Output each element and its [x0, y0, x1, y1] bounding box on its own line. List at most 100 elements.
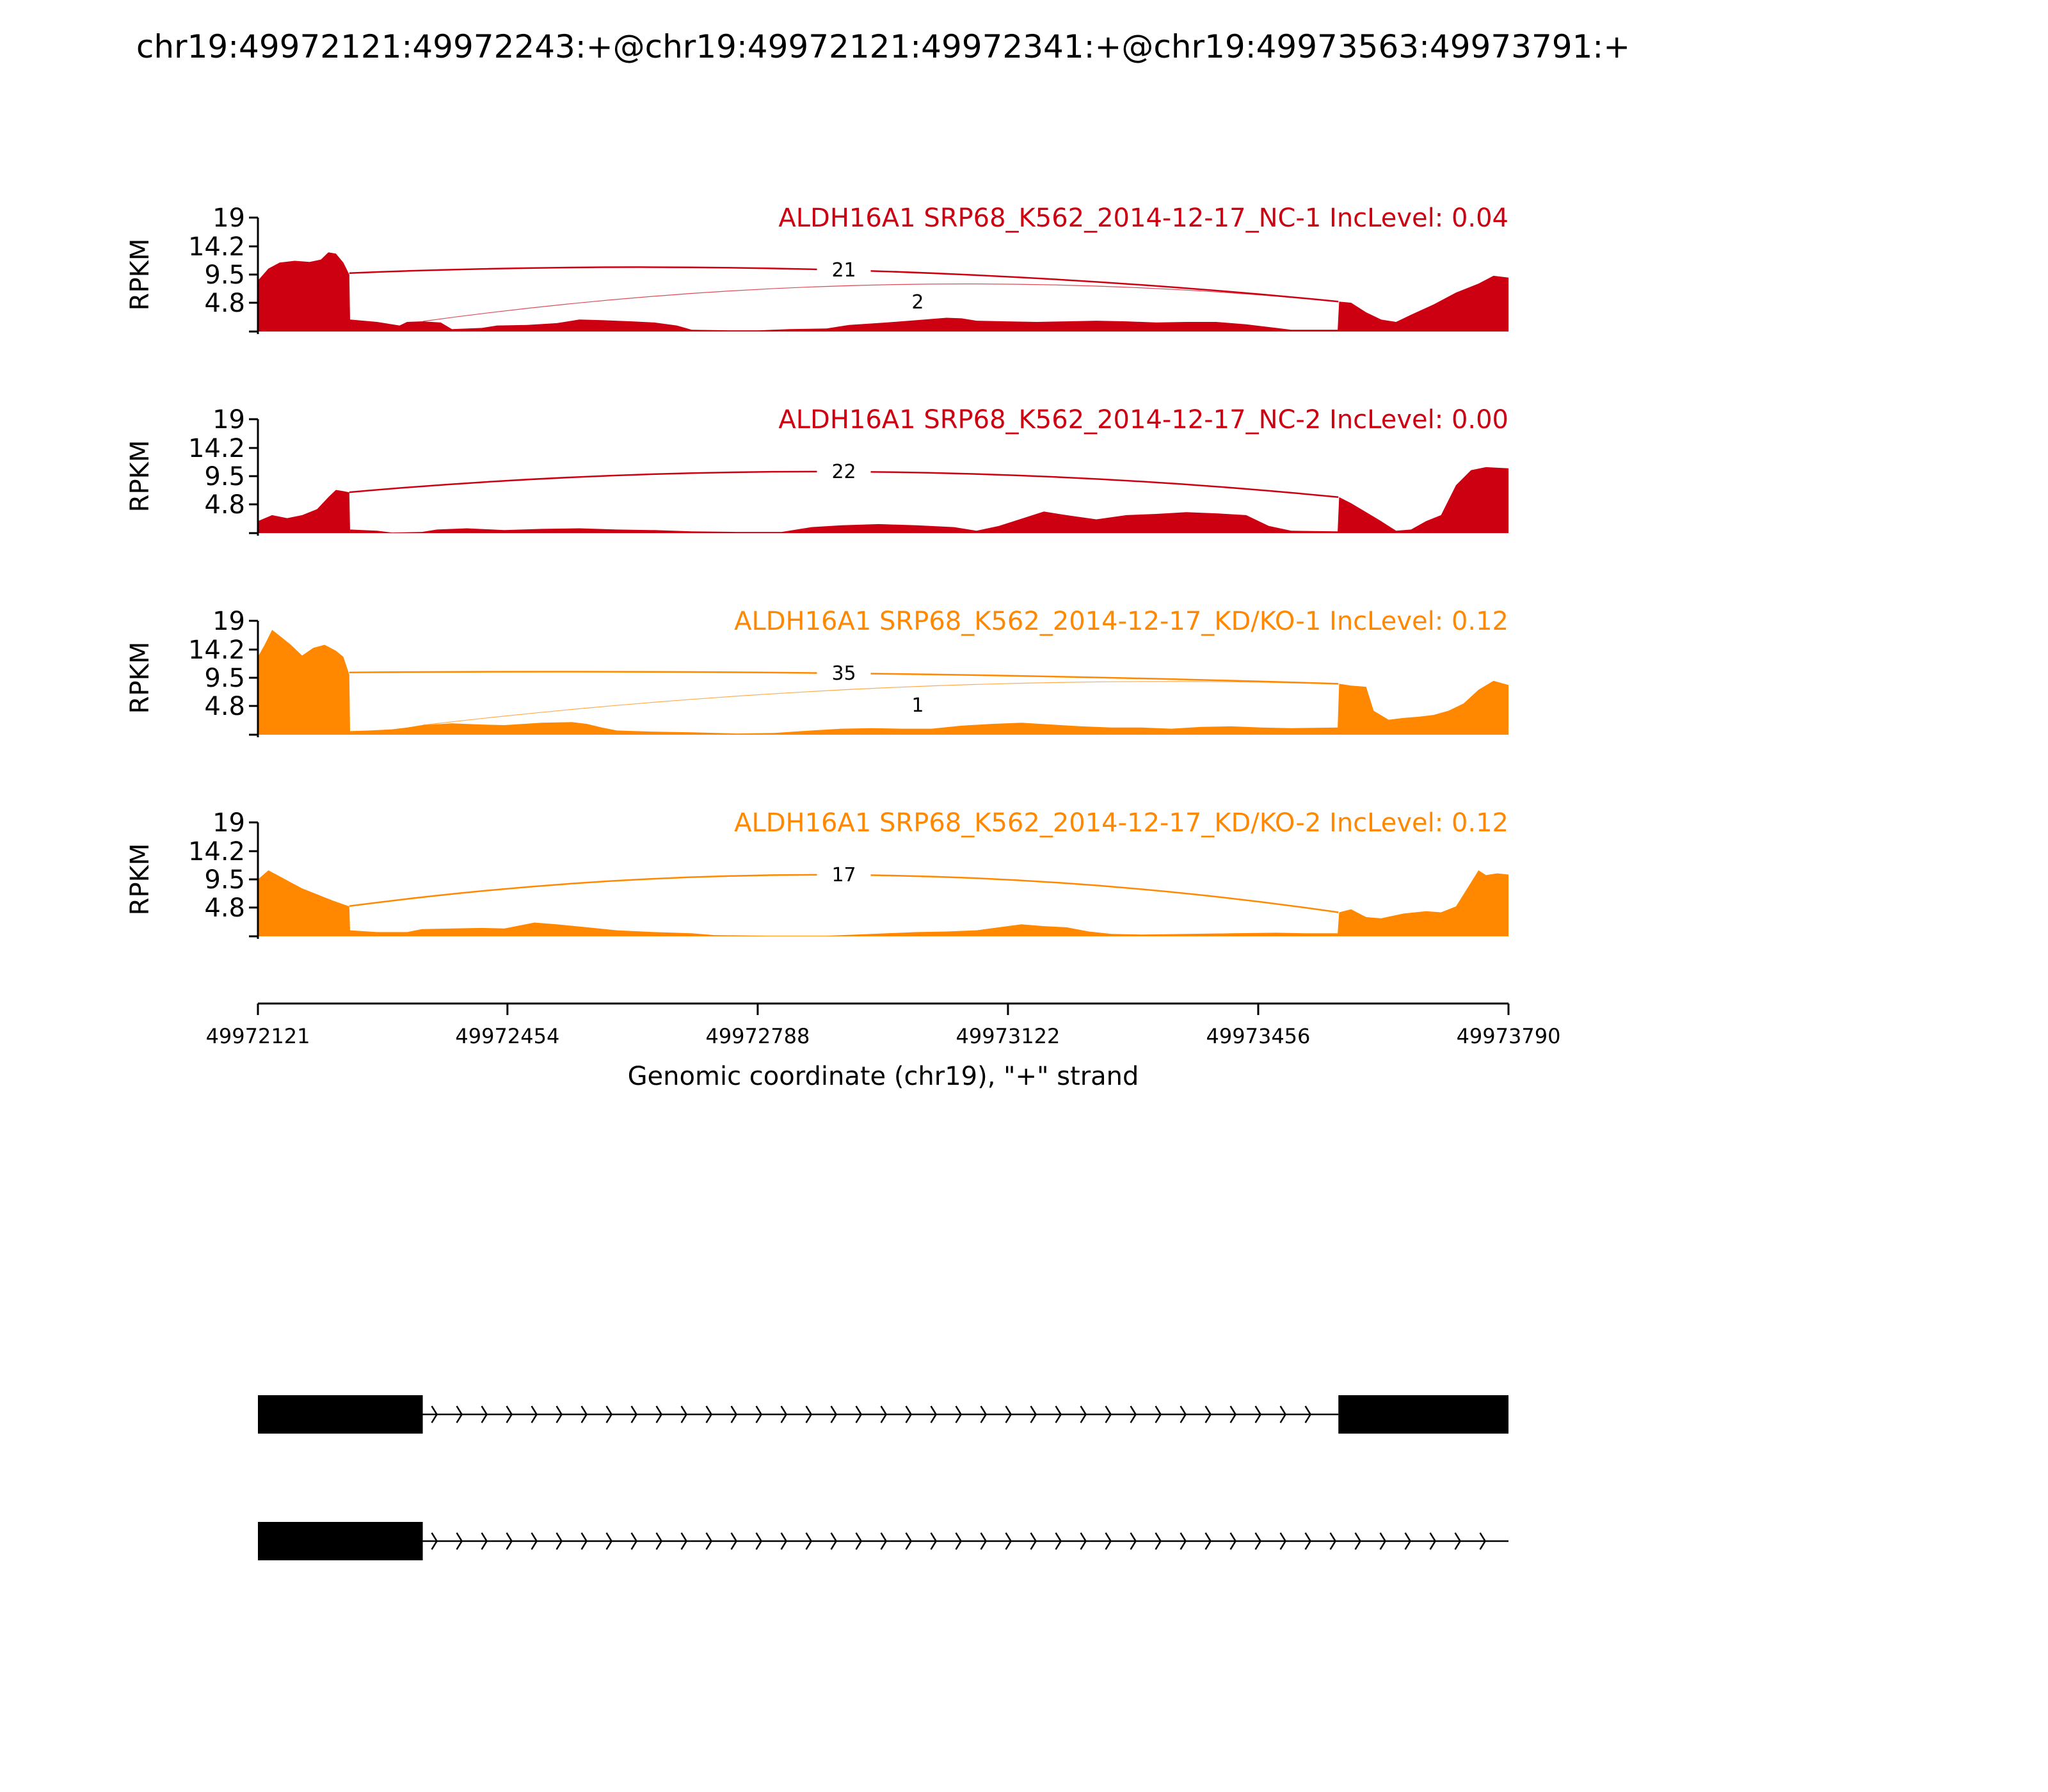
junction-count: 17: [831, 864, 856, 886]
junction-count-bg: [890, 694, 945, 716]
y-axis-label: RPKM: [125, 642, 155, 714]
strand-arrow: [1105, 1532, 1112, 1550]
junction-arc: [422, 681, 1339, 726]
y-tick-label: 4.8: [204, 692, 245, 721]
track-4: 4.89.514.219 RPKM ALDH16A1 SRP68_K562_2014…: [125, 808, 1508, 939]
figure-title: chr19:49972121:49972243:+@chr19:49972121…: [136, 28, 1630, 65]
y-tick-label: 9.5: [204, 462, 245, 492]
junction-count: 1: [911, 694, 924, 717]
junction-count: 21: [831, 259, 856, 282]
strand-arrow: [580, 1532, 588, 1550]
junction-count: 22: [831, 461, 856, 483]
strand-arrow: [605, 1532, 613, 1550]
x-tick-label: 49973122: [956, 1024, 1060, 1048]
strand-arrow: [1479, 1532, 1487, 1550]
coverage-area: [258, 252, 1508, 332]
exon-block: [258, 1395, 423, 1434]
strand-arrow: [880, 1532, 888, 1550]
junction-count-bg: [817, 259, 871, 280]
x-tick-label: 49972788: [705, 1024, 810, 1048]
strand-arrow: [456, 1532, 463, 1550]
strand-arrow: [730, 1405, 738, 1423]
strand-arrow: [855, 1532, 863, 1550]
strand-arrow: [855, 1405, 863, 1423]
strand-arrow: [755, 1532, 763, 1550]
x-tick-label: 49973456: [1206, 1024, 1311, 1048]
strand-arrow: [805, 1405, 813, 1423]
isoform-2: [258, 1522, 1508, 1560]
strand-arrow: [680, 1532, 688, 1550]
strand-arrow: [705, 1532, 713, 1550]
track-2: 4.89.514.219 RPKM ALDH16A1 SRP68_K562_2014…: [125, 405, 1508, 536]
strand-arrow: [456, 1405, 463, 1423]
strand-arrow: [755, 1405, 763, 1423]
strand-arrow: [730, 1532, 738, 1550]
y-axis-label: RPKM: [125, 844, 155, 916]
y-tick-label: 14.2: [188, 636, 245, 665]
y-tick-label: 19: [212, 607, 245, 636]
coverage-area: [258, 630, 1508, 735]
strand-arrow: [630, 1532, 638, 1550]
strand-arrow: [506, 1405, 513, 1423]
y-tick-label: 19: [212, 405, 245, 435]
junction-count-bg: [817, 460, 871, 482]
strand-arrow: [780, 1532, 788, 1550]
strand-arrow: [1354, 1532, 1362, 1550]
junction-count-bg: [890, 291, 945, 312]
coverage-area: [258, 467, 1508, 533]
strand-arrow: [930, 1532, 938, 1550]
strand-arrow: [1055, 1532, 1062, 1550]
strand-arrow: [556, 1532, 563, 1550]
strand-arrow: [1155, 1532, 1162, 1550]
track-3: 4.89.514.219 RPKM ALDH16A1 SRP68_K562_2014…: [125, 607, 1508, 737]
junction-count-bg: [817, 863, 871, 885]
strand-arrow: [930, 1405, 938, 1423]
x-tick-label: 49972121: [206, 1024, 310, 1048]
exon-block: [258, 1522, 423, 1560]
strand-arrow: [1080, 1532, 1087, 1550]
isoform-1: [258, 1395, 1508, 1434]
strand-arrow: [630, 1405, 638, 1423]
junction-count: 2: [911, 291, 924, 314]
strand-arrow: [1204, 1532, 1212, 1550]
y-tick-label: 14.2: [188, 837, 245, 867]
strand-arrow: [980, 1405, 988, 1423]
strand-arrow: [955, 1532, 963, 1550]
y-tick-label: 4.8: [204, 893, 245, 923]
strand-arrow: [1180, 1532, 1187, 1550]
strand-arrow: [1080, 1405, 1087, 1423]
sample-title: ALDH16A1 SRP68_K562_2014-12-17_KD/KO-2 I…: [734, 808, 1508, 838]
strand-arrow: [1404, 1532, 1412, 1550]
strand-arrow: [830, 1405, 838, 1423]
strand-arrow: [1180, 1405, 1187, 1423]
strand-arrow: [955, 1405, 963, 1423]
x-axis: 49972121 49972454 49972788 49973122 49973456…: [206, 1002, 1561, 1091]
strand-arrow: [1429, 1532, 1437, 1550]
y-axis-label: RPKM: [125, 440, 155, 513]
strand-arrow: [705, 1405, 713, 1423]
strand-arrow: [780, 1405, 788, 1423]
strand-arrow: [431, 1532, 438, 1550]
strand-arrow: [1279, 1532, 1287, 1550]
junction-arc: [422, 284, 1339, 322]
y-tick-label: 4.8: [204, 490, 245, 520]
junction-count-bg: [817, 662, 871, 684]
strand-arrow: [1254, 1405, 1262, 1423]
strand-arrow: [1254, 1532, 1262, 1550]
x-tick-label: 49973790: [1457, 1024, 1561, 1048]
strand-arrow: [1155, 1405, 1162, 1423]
strand-arrow: [1229, 1532, 1237, 1550]
strand-arrow: [605, 1405, 613, 1423]
strand-arrow: [1379, 1532, 1387, 1550]
strand-arrow: [481, 1532, 488, 1550]
strand-arrow: [1005, 1532, 1012, 1550]
y-tick-label: 9.5: [204, 664, 245, 693]
y-tick-label: 4.8: [204, 289, 245, 318]
strand-arrow: [1130, 1532, 1137, 1550]
strand-arrow: [830, 1532, 838, 1550]
y-tick-label: 14.2: [188, 434, 245, 463]
strand-arrow: [431, 1405, 438, 1423]
strand-arrow: [481, 1405, 488, 1423]
strand-arrow: [556, 1405, 563, 1423]
